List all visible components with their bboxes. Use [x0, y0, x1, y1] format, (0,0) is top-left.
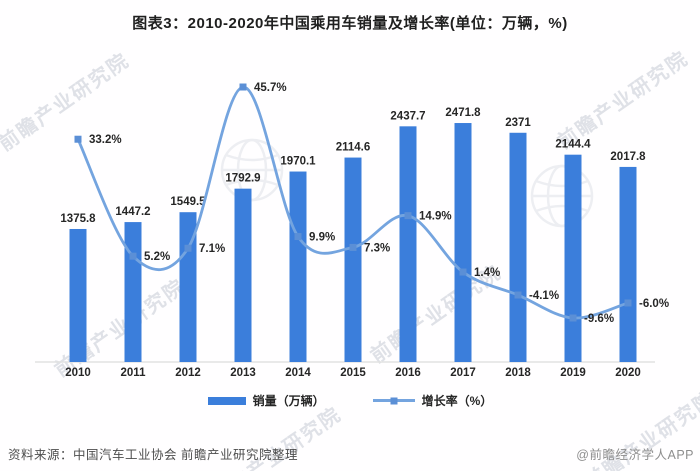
bar-value-label-2016: 2437.7 — [390, 110, 425, 122]
growth-marker-2010 — [74, 135, 82, 143]
x-axis-label-2012: 2012 — [175, 367, 201, 379]
bar-value-label-2020: 2017.8 — [610, 151, 646, 163]
growth-marker-2011 — [129, 252, 137, 260]
chart-footer: 资料来源：中国汽车工业协会 前瞻产业研究院整理 @前瞻经济学人APP — [8, 444, 694, 463]
growth-value-label-2010: 33.2% — [89, 134, 122, 146]
growth-value-label-2020: -6.0% — [639, 298, 669, 310]
bar-2010 — [69, 228, 87, 362]
growth-value-label-2016: 14.9% — [419, 211, 452, 223]
growth-marker-2018 — [514, 291, 522, 299]
x-axis-label-2011: 2011 — [121, 367, 147, 379]
bar-2019 — [564, 154, 582, 362]
x-axis-label-2013: 2013 — [230, 367, 256, 379]
source-note: 资料来源：中国汽车工业协会 前瞻产业研究院整理 — [8, 448, 298, 462]
growth-marker-2016 — [404, 212, 412, 220]
bar-2015 — [344, 157, 362, 362]
legend-item-sales: 销量（万辆） — [207, 392, 325, 409]
chart-title: 图表3：2010-2020年中国乘用车销量及增长率(单位：万辆，%) — [132, 15, 568, 32]
bar-2018 — [509, 132, 527, 362]
x-axis-label-2019: 2019 — [560, 367, 586, 379]
growth-value-label-2013: 45.7% — [254, 82, 287, 94]
line-marker-icon — [390, 397, 398, 404]
x-axis-label-2016: 2016 — [395, 367, 421, 379]
bar-value-label-2017: 2471.8 — [445, 107, 481, 119]
growth-value-label-2012: 7.1% — [199, 243, 225, 255]
growth-marker-2013 — [239, 83, 247, 91]
bar-2011 — [124, 222, 142, 362]
growth-marker-2012 — [184, 244, 192, 252]
x-axis-label-2018: 2018 — [505, 367, 531, 379]
growth-value-label-2018: -4.1% — [529, 290, 559, 302]
growth-marker-2014 — [294, 233, 302, 241]
bar-2014 — [289, 171, 307, 362]
x-axis-label-2010: 2010 — [65, 367, 91, 379]
growth-value-label-2014: 9.9% — [309, 232, 335, 244]
bar-value-label-2012: 1549.5 — [170, 196, 206, 208]
growth-value-label-2019: -9.6% — [584, 313, 614, 325]
bar-value-label-2013: 1792.9 — [225, 173, 260, 185]
growth-marker-2015 — [349, 243, 357, 251]
legend-item-growth: 增长率（%） — [372, 392, 493, 409]
bar-value-label-2010: 1375.8 — [60, 213, 96, 225]
bar-value-label-2019: 2144.4 — [555, 139, 591, 151]
bar-2016 — [399, 126, 417, 362]
bar-value-label-2018: 2371 — [505, 117, 531, 129]
sales-legend-swatch-icon — [207, 396, 246, 405]
growth-value-label-2015: 7.3% — [364, 242, 390, 254]
bar-value-label-2011: 1447.2 — [115, 206, 150, 218]
x-axis-label-2014: 2014 — [285, 367, 311, 379]
x-axis-label-2020: 2020 — [615, 367, 641, 379]
growth-legend-swatch-icon — [372, 397, 415, 404]
bar-value-label-2014: 1970.1 — [280, 156, 316, 168]
growth-value-label-2017: 1.4% — [474, 267, 500, 279]
bar-value-label-2015: 2114.6 — [336, 142, 371, 154]
bar-2020 — [619, 166, 637, 362]
x-axis-label-2015: 2015 — [340, 367, 366, 379]
credit-note: @前瞻经济学人APP — [576, 448, 694, 462]
sales-legend-label: 销量（万辆） — [252, 394, 325, 408]
growth-marker-2017 — [459, 268, 467, 276]
growth-marker-2019 — [569, 314, 577, 322]
growth-marker-2020 — [624, 299, 632, 307]
chart-legend: 销量（万辆） 增长率（%） — [0, 392, 700, 409]
growth-legend-label: 增长率（%） — [421, 394, 493, 408]
bar-2013 — [234, 188, 252, 362]
bar-2012 — [179, 212, 197, 362]
growth-value-label-2011: 5.2% — [144, 251, 170, 263]
x-axis-label-2017: 2017 — [450, 367, 476, 379]
bar-2017 — [454, 123, 472, 363]
